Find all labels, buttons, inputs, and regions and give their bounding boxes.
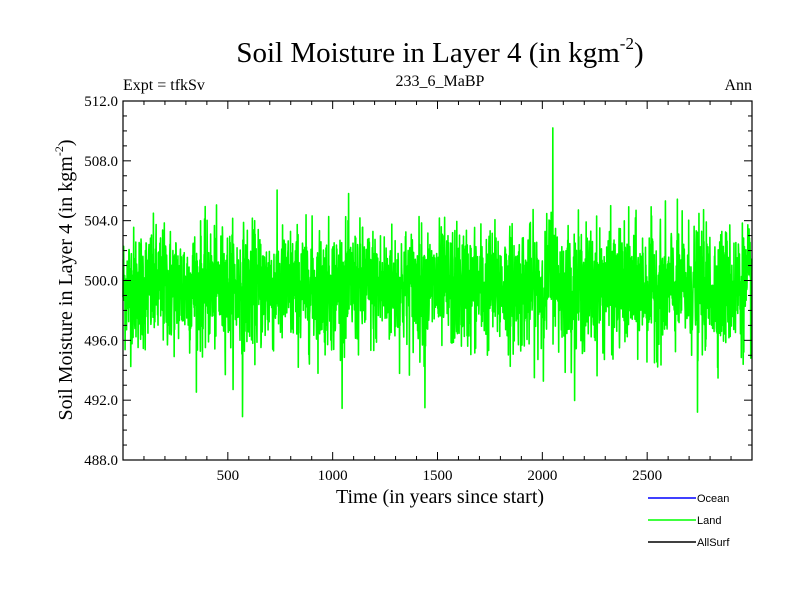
- legend: Ocean Land AllSurf: [648, 493, 730, 549]
- x-tick-label: 500: [217, 468, 240, 484]
- title-exponent: -2: [620, 34, 634, 53]
- x-tick-label: 2000: [527, 468, 557, 484]
- axes-group: 500 1000 1500 2000 2500 488.0 492.0 496.0 500.0 5…: [84, 94, 753, 484]
- y-tick-label: 500.0: [84, 274, 118, 290]
- subtitle-season: Ann: [724, 77, 752, 94]
- y-tick-label: 492.0: [84, 393, 118, 409]
- x-axis-label: Time (in years since start): [336, 486, 544, 508]
- x-tick-label: 1000: [318, 468, 348, 484]
- legend-label-land: Land: [697, 515, 721, 527]
- legend-label-ocean: Ocean: [697, 493, 729, 505]
- y-tick-label: 512.0: [84, 94, 118, 110]
- y-axis-label-exponent: -2: [52, 146, 66, 156]
- y-tick-label: 488.0: [84, 453, 118, 469]
- y-tick-label: 504.0: [84, 214, 118, 230]
- legend-label-allsurf: AllSurf: [697, 537, 730, 549]
- series-land-line: [122, 127, 753, 418]
- y-tick-label: 496.0: [84, 333, 118, 349]
- y-tick-label: 508.0: [84, 154, 118, 170]
- subtitle-experiment: Expt = tfkSv: [123, 77, 205, 94]
- x-tick-label: 2500: [632, 468, 662, 484]
- y-axis-label-suffix: ): [55, 139, 77, 146]
- series-group: [122, 127, 753, 418]
- subtitle-run: 233_6_MaBP: [396, 73, 485, 90]
- y-axis-label: Soil Moisture in Layer 4 (in kgm-2): [52, 139, 77, 420]
- chart-title: Soil Moisture in Layer 4 (in kgm-2): [236, 34, 643, 69]
- x-tick-label: 1500: [423, 468, 453, 484]
- title-suffix: ): [634, 37, 644, 69]
